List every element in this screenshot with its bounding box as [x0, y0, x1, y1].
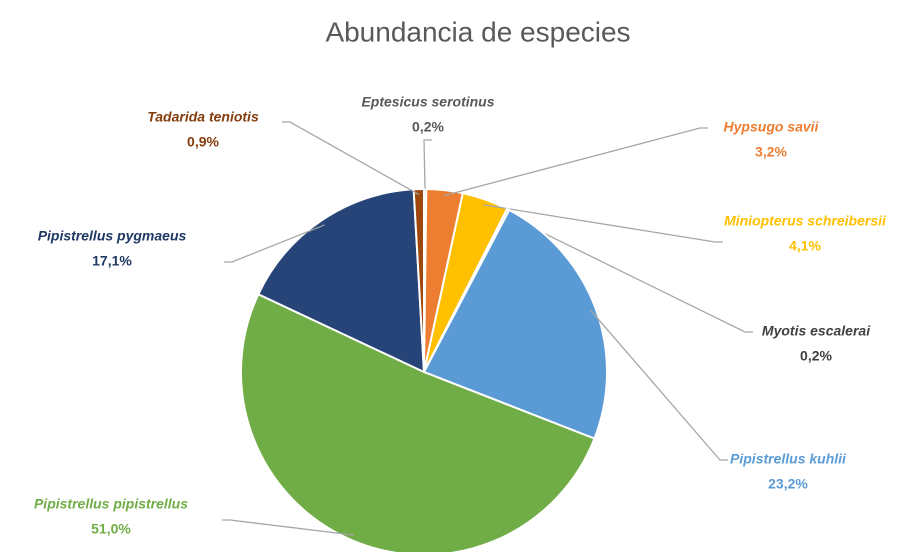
pie-slice [422, 208, 608, 440]
leader-line [423, 139, 432, 195]
leader-line [222, 519, 355, 536]
leader-line [282, 121, 420, 196]
slice-label: Hypsugo savii [724, 119, 820, 135]
pie-slice [256, 188, 426, 374]
pie-slice [240, 292, 596, 552]
slice-value: 0,2% [800, 348, 832, 364]
leader-line [505, 213, 753, 333]
slice-value: 3,2% [755, 144, 787, 160]
slice-label: Miniopterus schreibersii [724, 213, 887, 229]
leader-line [483, 204, 723, 243]
slice-value: 4,1% [789, 238, 821, 254]
chart-title: Abundancia de especies [325, 16, 630, 47]
leader-line [224, 224, 325, 263]
slice-value: 51,0% [91, 521, 131, 537]
slice-value: 0,2% [412, 119, 444, 135]
slice-value: 17,1% [92, 253, 132, 269]
leader-line [589, 309, 728, 461]
slice-label: Pipistrellus pygmaeus [38, 228, 187, 244]
slice-value: 23,2% [768, 476, 808, 492]
leader-line [443, 127, 708, 197]
slice-label: Eptesicus serotinus [361, 94, 494, 110]
slice-label: Pipistrellus kuhlii [730, 451, 847, 467]
slice-label: Tadarida teniotis [147, 109, 259, 125]
slice-label: Myotis escalerai [762, 323, 871, 339]
slice-value: 0,9% [187, 134, 219, 150]
pie-slice [412, 187, 425, 373]
slice-label: Pipistrellus pipistrellus [34, 496, 188, 512]
